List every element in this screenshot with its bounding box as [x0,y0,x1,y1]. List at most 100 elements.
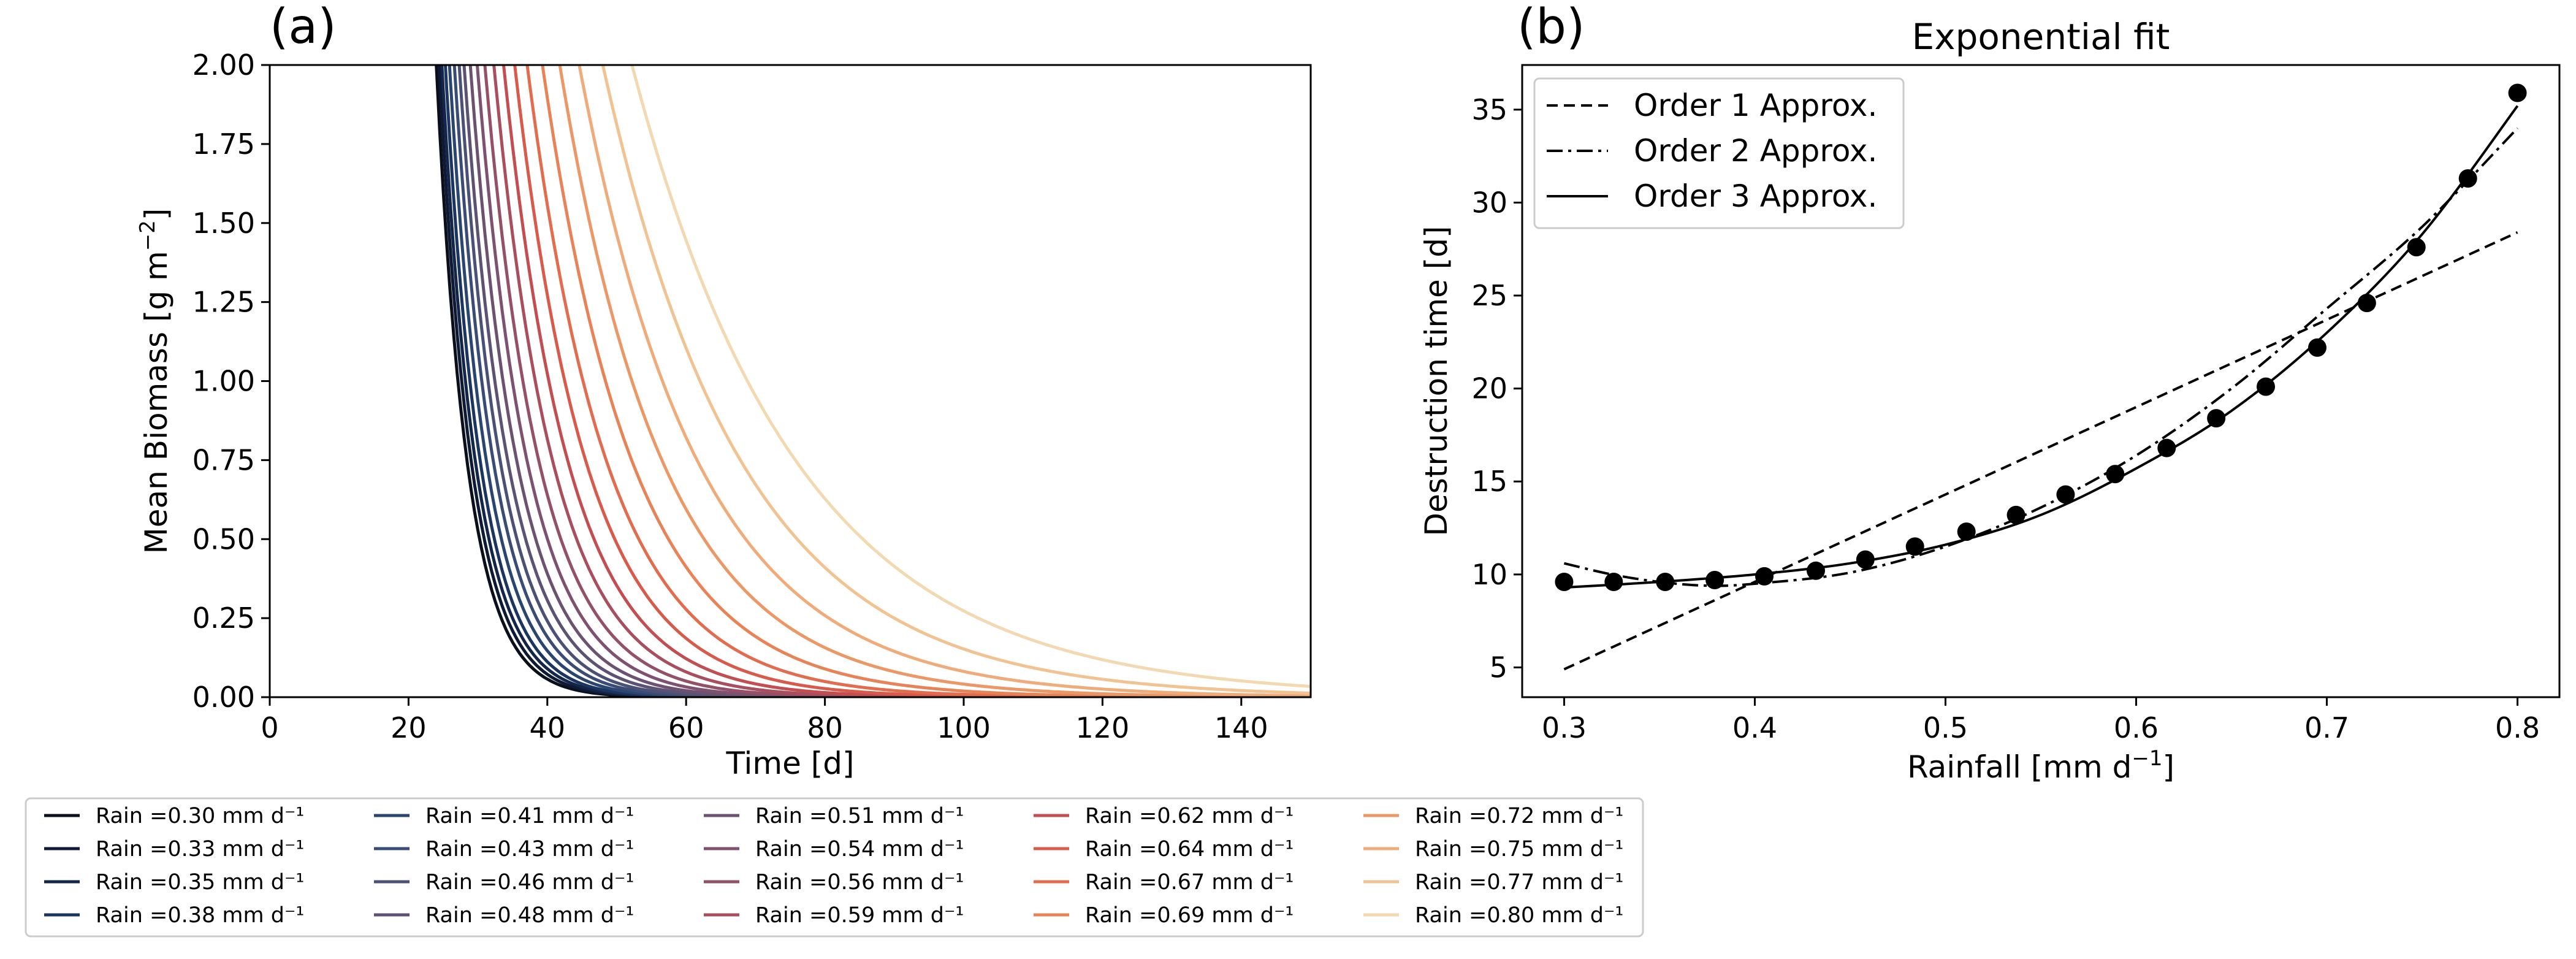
y-tick-label-b-0: 5 [1490,651,1507,684]
x-tick-label-b-3: 0.6 [2114,711,2159,744]
y-axis-label-a: Mean Biomass [g m−2] [135,208,174,554]
series-line-18 [601,65,1311,695]
series-line-16 [558,65,1311,697]
fit-line-dashed [1563,231,2518,671]
y-axis-label-b: Destruction time [d] [1419,226,1454,537]
fit-legend-label-2: Order 3 Approx. [1634,178,1877,214]
fit-line-dashdot [1563,127,2519,587]
series-line-9 [475,65,1311,697]
series-line-12 [502,65,1311,697]
x-tick-label-1: 20 [391,711,427,744]
data-point-8 [1957,522,1976,541]
plot-area-b [1555,83,2527,671]
series-line-11 [492,65,1311,697]
y-tick-label-1: 0.25 [192,602,255,635]
rain-legend-label-8: Rain =0.51 mm d⁻¹ [755,804,964,828]
rain-legend-label-15: Rain =0.69 mm d⁻¹ [1085,903,1294,928]
series-line-17 [577,65,1311,697]
series-line-0 [435,65,1311,697]
series-group-a [435,65,1311,697]
y-tick-label-5: 1.25 [192,286,255,319]
data-point-14 [2257,377,2276,396]
y-tick-label-7: 1.75 [192,128,255,161]
data-point-6 [1856,550,1875,569]
rain-legend-label-1: Rain =0.33 mm d⁻¹ [96,837,304,862]
x-tick-label-2: 40 [530,711,566,744]
series-line-14 [525,65,1311,697]
rain-legend-label-12: Rain =0.62 mm d⁻¹ [1085,804,1294,828]
rain-legend-label-13: Rain =0.64 mm d⁻¹ [1085,837,1294,862]
fit-legend-label-1: Order 2 Approx. [1634,133,1877,169]
x-tick-label-b-2: 0.5 [1923,711,1968,744]
x-tick-label-3: 60 [668,711,704,744]
rain-legend-label-2: Rain =0.35 mm d⁻¹ [96,870,304,895]
data-point-3 [1705,570,1724,589]
panel-label-b: (b) [1517,0,1585,55]
rain-legend: Rain =0.30 mm d⁻¹ Rain =0.33 mm d⁻¹ Rain =… [25,797,1644,938]
rain-legend-label-10: Rain =0.56 mm d⁻¹ [755,870,964,895]
x-tick-label-b-4: 0.7 [2304,711,2349,744]
data-point-18 [2458,169,2477,188]
x-tick-label-b-5: 0.8 [2495,711,2540,744]
y-tick-label-b-6: 35 [1471,93,1507,126]
rain-legend-label-14: Rain =0.67 mm d⁻¹ [1085,870,1294,895]
x-tick-label-b-1: 0.4 [1732,711,1777,744]
y-tick-label-6: 1.50 [192,207,255,240]
rain-legend-label-3: Rain =0.38 mm d⁻¹ [96,903,304,928]
rain-legend-label-4: Rain =0.41 mm d⁻¹ [425,804,634,828]
panel-a: 0 20 40 60 80 100 120 140 0.00 0.25 0.50 0.75 1.00 1.… [135,0,1312,781]
rain-legend-label-7: Rain =0.48 mm d⁻¹ [425,903,634,928]
rain-legend-label-0: Rain =0.30 mm d⁻¹ [96,804,304,828]
series-line-2 [440,65,1311,697]
data-point-13 [2207,409,2226,428]
x-axis-label-a: Time [d] [725,746,854,781]
series-line-6 [457,65,1311,697]
rain-legend-frame [25,797,1644,938]
data-point-7 [1905,537,1924,556]
series-line-19 [630,65,1311,688]
data-point-12 [2157,438,2176,457]
y-tick-label-b-3: 20 [1471,372,1507,405]
chart-title-b: Exponential fit [1912,16,2170,58]
x-tick-label-6: 120 [1075,711,1129,744]
x-tick-label-0: 0 [261,711,278,744]
rain-legend-label-16: Rain =0.72 mm d⁻¹ [1415,804,1623,828]
data-point-5 [1806,561,1825,580]
panel-b: 0.3 0.4 0.5 0.6 0.7 0.8 5 10 15 20 25 30 35 Rainfall … [1419,0,2561,785]
series-line-3 [443,65,1311,697]
data-point-19 [2508,83,2527,102]
data-point-0 [1555,572,1574,591]
series-line-10 [483,65,1311,697]
data-point-17 [2407,238,2426,257]
y-tick-label-3: 0.75 [192,443,255,476]
y-tick-label-b-4: 25 [1471,279,1507,312]
fit-legend-label-0: Order 1 Approx. [1634,88,1877,123]
fit-legend-frame [1533,77,1905,229]
y-tick-label-2: 0.50 [192,522,255,556]
x-tick-label-4: 80 [807,711,843,744]
data-point-15 [2307,338,2326,357]
series-line-7 [462,65,1311,697]
panel-label-a: (a) [270,0,337,55]
y-tick-label-8: 2.00 [192,48,255,82]
series-line-13 [513,65,1311,697]
series-line-4 [448,65,1311,697]
x-tick-label-7: 140 [1214,711,1268,744]
data-point-10 [2056,485,2075,504]
data-point-2 [1656,572,1675,591]
data-point-16 [2357,294,2376,313]
series-line-8 [468,65,1311,697]
x-tick-label-5: 100 [937,711,991,744]
rain-legend-label-9: Rain =0.54 mm d⁻¹ [755,837,964,862]
series-line-5 [452,65,1311,697]
rain-legend-label-17: Rain =0.75 mm d⁻¹ [1415,837,1623,862]
axes-frame-b [1521,64,2561,698]
y-tick-label-b-5: 30 [1471,186,1507,219]
axes-frame-a [269,64,1312,698]
y-tick-label-b-1: 10 [1471,558,1507,591]
data-point-9 [2006,505,2025,524]
y-tick-label-4: 1.00 [192,365,255,398]
data-point-1 [1604,572,1623,591]
data-point-4 [1755,567,1774,586]
